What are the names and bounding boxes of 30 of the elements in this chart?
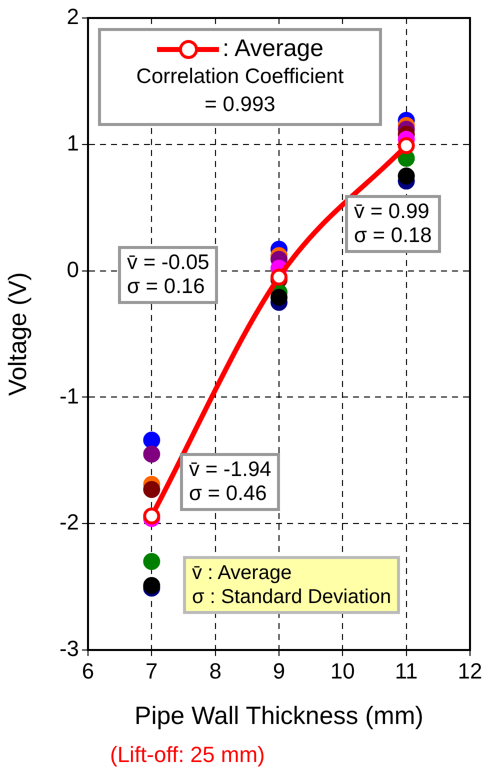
point — [143, 480, 160, 498]
y-tick-label: -2 — [59, 510, 79, 535]
point — [398, 168, 415, 184]
point — [143, 446, 160, 463]
point — [143, 432, 160, 449]
point — [398, 137, 415, 154]
annotation: v̄ = 0.99 σ = 0.18 — [345, 195, 441, 253]
x-axis-title: Pipe Wall Thickness (mm) — [134, 702, 424, 730]
x-tick-label: 9 — [272, 658, 286, 684]
x-tick-label: 11 — [394, 658, 418, 684]
annotation: Correlation Coefficient = 0.993 — [135, 64, 345, 118]
legend-label: : Average — [222, 35, 324, 63]
annotation: v̄ : Average σ : Standard Deviation — [183, 556, 400, 614]
text: (Lift-off: 25 mm) — [110, 742, 265, 768]
annotation: v̄ = -1.94 σ = 0.46 — [180, 453, 280, 511]
x-tick-label: 12 — [458, 658, 482, 684]
y-tick-label: 2 — [66, 4, 79, 30]
x-tick-label: 6 — [82, 658, 94, 684]
y-tick-label: 0 — [66, 256, 79, 282]
y-tick-label: -3 — [59, 636, 79, 662]
point — [270, 288, 288, 306]
annotation: v̄ = -0.05 σ = 0.16 — [118, 246, 218, 304]
x-tick-label: 7 — [146, 658, 158, 684]
y-axis-title: Voltage (V) — [4, 272, 32, 396]
y-tick-label: -1 — [59, 383, 79, 408]
x-tick-label: 8 — [209, 658, 222, 684]
x-tick-label: 10 — [330, 658, 355, 684]
point — [143, 553, 160, 570]
point — [270, 268, 288, 286]
y-tick-label: 1 — [66, 130, 79, 156]
